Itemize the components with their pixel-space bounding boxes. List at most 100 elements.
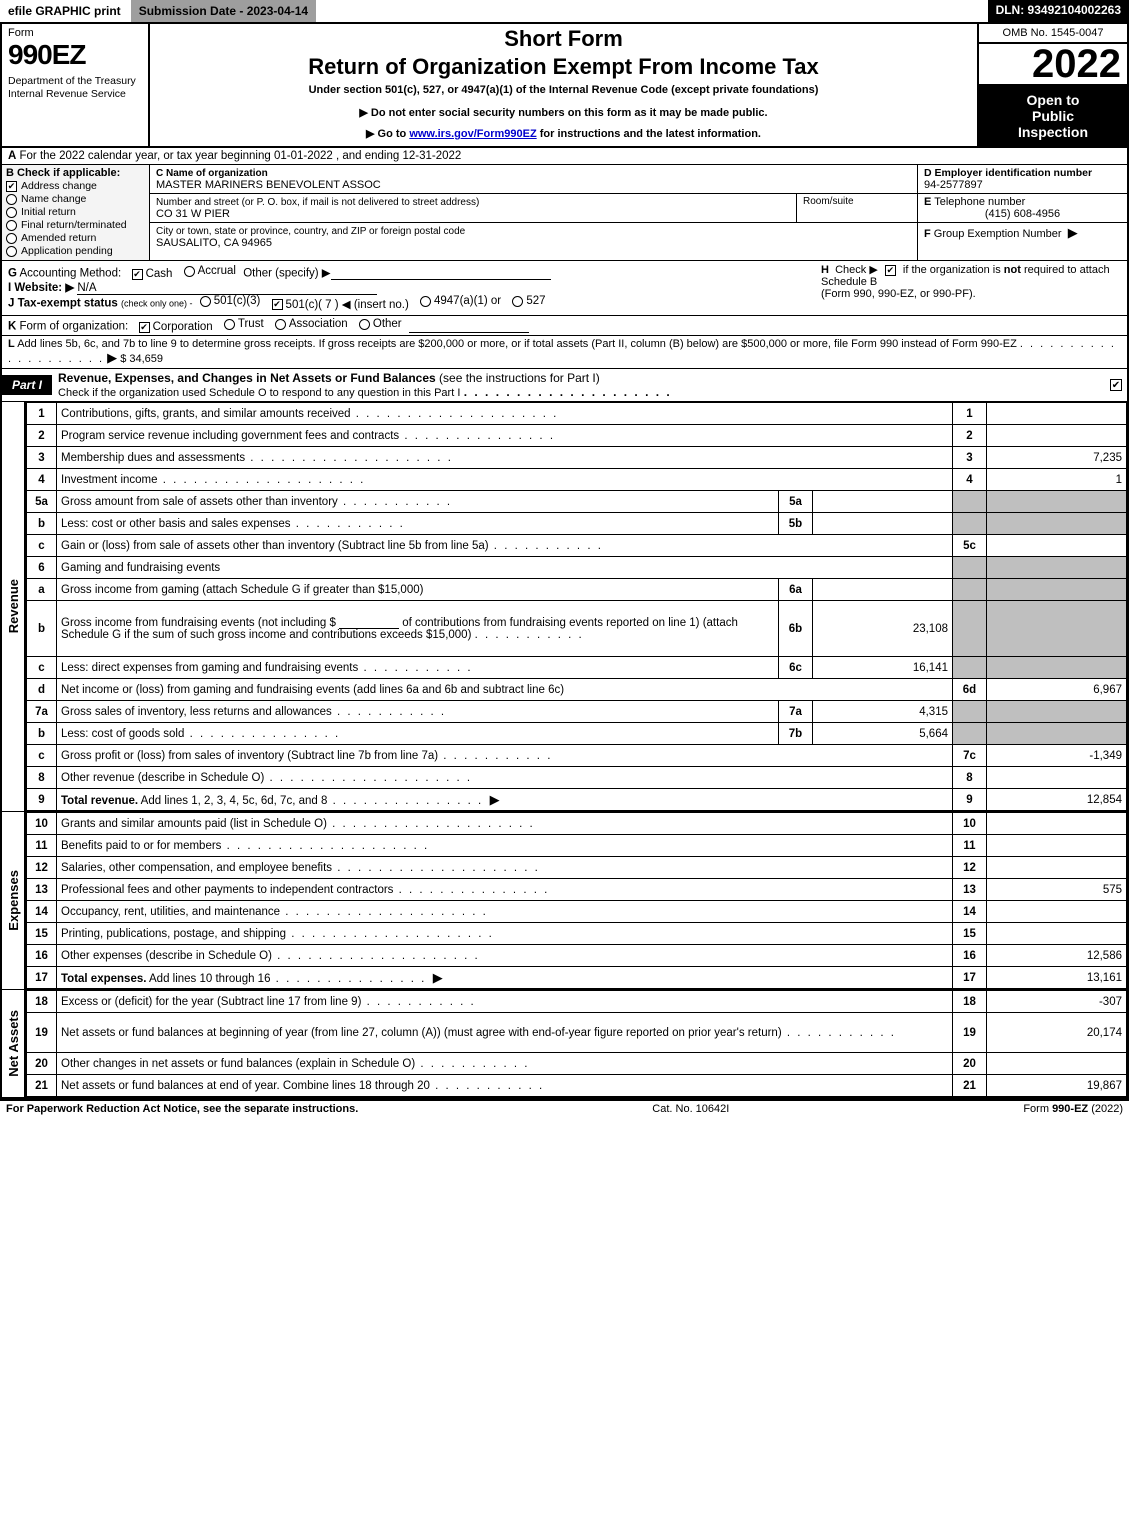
line-val	[987, 425, 1127, 447]
part-i-title-sub: (see the instructions for Part I)	[439, 371, 600, 385]
dots	[475, 629, 584, 641]
line-14: 14 Occupancy, rent, utilities, and maint…	[27, 901, 1127, 923]
line-desc: Excess or (deficit) for the year (Subtra…	[57, 991, 953, 1013]
line-6a: a Gross income from gaming (attach Sched…	[27, 579, 1127, 601]
sub-val: 16,141	[813, 657, 953, 679]
submission-date: Submission Date - 2023-04-14	[131, 0, 318, 22]
part-i-header: Part I Revenue, Expenses, and Changes in…	[2, 369, 1127, 402]
top-bar: efile GRAPHIC print Submission Date - 20…	[0, 0, 1129, 22]
shade	[953, 601, 987, 657]
ein-val: 94-2577897	[924, 179, 983, 191]
line-desc: Other revenue (describe in Schedule O)	[57, 767, 953, 789]
chk-501c[interactable]: 501(c)( 7 ) ◀ (insert no.)	[272, 297, 409, 311]
under-section: Under section 501(c), 527, or 4947(a)(1)…	[158, 84, 969, 96]
shade	[987, 491, 1127, 513]
vlabel-expenses: Expenses	[2, 812, 26, 989]
line-num: c	[27, 745, 57, 767]
chk-cash[interactable]: Cash	[132, 268, 173, 280]
line-desc: Professional fees and other payments to …	[57, 879, 953, 901]
line-num: 11	[27, 835, 57, 857]
col-b-label: B	[6, 167, 14, 179]
line-6d: d Net income or (loss) from gaming and f…	[27, 679, 1127, 701]
line-val: 1	[987, 469, 1127, 491]
line-desc: Net assets or fund balances at end of ye…	[57, 1075, 953, 1097]
irs-link[interactable]: www.irs.gov/Form990EZ	[409, 128, 536, 140]
chk-initial-return[interactable]: Initial return	[6, 206, 145, 218]
col-b: B Check if applicable: Address change Na…	[2, 165, 150, 260]
efile-print[interactable]: efile GRAPHIC print	[0, 0, 131, 22]
street-cell: Number and street (or P. O. box, if mail…	[150, 194, 797, 222]
lbl: 501(c)(3)	[214, 295, 261, 307]
chk-accrual[interactable]: Accrual	[184, 265, 236, 277]
chk-4947[interactable]: 4947(a)(1) or	[420, 295, 501, 307]
line-7a: 7a Gross sales of inventory, less return…	[27, 701, 1127, 723]
chk-501c3[interactable]: 501(c)(3)	[200, 295, 261, 307]
sub-val: 4,315	[813, 701, 953, 723]
line-desc: Other changes in net assets or fund bala…	[57, 1053, 953, 1075]
topbar-spacer	[318, 0, 987, 22]
line-val	[987, 835, 1127, 857]
row-g: G Accounting Method: Cash Accrual Other …	[2, 261, 1127, 316]
sub-ref: 5a	[779, 491, 813, 513]
line-7c: c Gross profit or (loss) from sales of i…	[27, 745, 1127, 767]
dln: DLN: 93492104002263	[988, 0, 1129, 22]
line-ref: 5c	[953, 535, 987, 557]
line-val	[987, 901, 1127, 923]
paperwork-notice: For Paperwork Reduction Act Notice, see …	[6, 1103, 358, 1115]
shade	[987, 557, 1127, 579]
row-a: A For the 2022 calendar year, or tax yea…	[2, 148, 1127, 165]
col-def: D Employer identification number 94-2577…	[917, 165, 1127, 260]
line-num: 10	[27, 813, 57, 835]
row-k: K Form of organization: Corporation Trus…	[2, 316, 1127, 336]
chk-assoc[interactable]: Association	[275, 318, 348, 330]
line-ref: 19	[953, 1013, 987, 1053]
website-val: N/A	[77, 282, 377, 295]
shade	[953, 579, 987, 601]
part-i-sub: Check if the organization used Schedule …	[58, 387, 460, 399]
chk-amended-return[interactable]: Amended return	[6, 232, 145, 244]
cat-no: Cat. No. 10642I	[652, 1103, 729, 1115]
col-c: C Name of organization MASTER MARINERS B…	[150, 165, 917, 260]
row-l-amount: $ 34,659	[120, 353, 163, 365]
other-field[interactable]	[331, 267, 551, 280]
l6b-blank[interactable]	[339, 616, 399, 629]
do-not-ssn: ▶ Do not enter social security numbers o…	[158, 106, 969, 119]
goto-line: ▶ Go to www.irs.gov/Form990EZ for instru…	[158, 127, 969, 140]
chk-address-change[interactable]: Address change	[6, 180, 145, 192]
chk-label: Initial return	[21, 206, 76, 218]
part-i-checkbox[interactable]	[1105, 379, 1127, 392]
part-i-title-text: Revenue, Expenses, and Changes in Net As…	[58, 371, 436, 385]
line-desc: Less: direct expenses from gaming and fu…	[57, 657, 779, 679]
chk-corp[interactable]: Corporation	[139, 321, 213, 333]
line-num: 6	[27, 557, 57, 579]
line-ref: 7c	[953, 745, 987, 767]
chk-trust[interactable]: Trust	[224, 318, 264, 330]
line-desc: Contributions, gifts, grants, and simila…	[57, 403, 953, 425]
shade	[953, 701, 987, 723]
line-ref: 4	[953, 469, 987, 491]
tax-year: 2022	[979, 44, 1127, 86]
line-ref: 8	[953, 767, 987, 789]
chk-527[interactable]: 527	[512, 295, 545, 307]
checkbox-icon	[275, 319, 286, 330]
line-5a: 5a Gross amount from sale of assets othe…	[27, 491, 1127, 513]
other-org-field[interactable]	[409, 320, 529, 333]
row-a-text: For the 2022 calendar year, or tax year …	[20, 150, 462, 162]
line-num: c	[27, 535, 57, 557]
checkbox-icon	[272, 299, 283, 310]
line-6b: b Gross income from fundraising events (…	[27, 601, 1127, 657]
chk-other-org[interactable]: Other	[359, 318, 402, 330]
line-desc: Gross amount from sale of assets other t…	[57, 491, 779, 513]
h-text4: (Form 990, 990-EZ, or 990-PF).	[821, 288, 976, 300]
line-val	[987, 403, 1127, 425]
chk-final-return[interactable]: Final return/terminated	[6, 219, 145, 231]
row-a-label: A	[8, 150, 16, 162]
chk-label: Final return/terminated	[21, 219, 127, 231]
line-desc: Gross profit or (loss) from sales of inv…	[57, 745, 953, 767]
chk-application-pending[interactable]: Application pending	[6, 245, 145, 257]
l17-d: Total expenses.	[61, 973, 146, 985]
city-lbl: City or town, state or province, country…	[156, 226, 465, 237]
chk-sched-b[interactable]	[885, 265, 896, 276]
chk-name-change[interactable]: Name change	[6, 193, 145, 205]
lbl: 4947(a)(1) or	[434, 295, 501, 307]
